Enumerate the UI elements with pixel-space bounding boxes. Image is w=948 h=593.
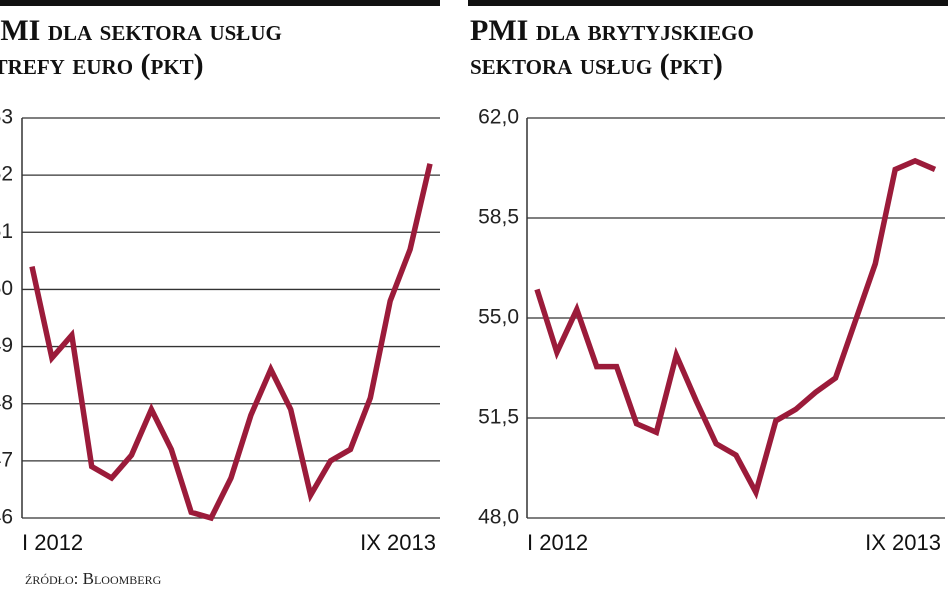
chart-title: strefy euro (pkt) (0, 48, 204, 81)
chart-title: PMI dla sektora usług (0, 14, 282, 47)
y-tick-label: 53 (0, 106, 13, 129)
y-tick-label: 55,0 (478, 306, 519, 329)
x-tick-label: I 2012 (22, 530, 83, 555)
data-line (29, 163, 433, 522)
y-tick-label: 50 (0, 277, 13, 300)
y-tick-label: 48 (0, 391, 13, 414)
y-tick-label: 51 (0, 220, 13, 243)
y-tick-label: 47 (0, 448, 13, 471)
y-tick-label: 48,0 (478, 506, 519, 529)
x-tick-label: IX 2013 (360, 530, 436, 555)
chart-title: sektora usług (pkt) (470, 48, 723, 81)
x-tick-label: IX 2013 (865, 530, 941, 555)
y-tick-label: 52 (0, 163, 13, 186)
x-tick-label: I 2012 (527, 530, 588, 555)
y-tick-label: 49 (0, 334, 13, 357)
y-tick-label: 62,0 (478, 106, 519, 129)
source: źródło: Bloomberg (25, 569, 162, 588)
top-rule (0, 0, 440, 6)
top-rule (468, 0, 948, 6)
y-tick-label: 46 (0, 506, 13, 529)
y-tick-label: 51,5 (478, 406, 519, 429)
y-tick-label: 58,5 (478, 206, 519, 229)
chart-title: PMI dla brytyjskiego (470, 14, 754, 47)
data-line (534, 157, 937, 500)
